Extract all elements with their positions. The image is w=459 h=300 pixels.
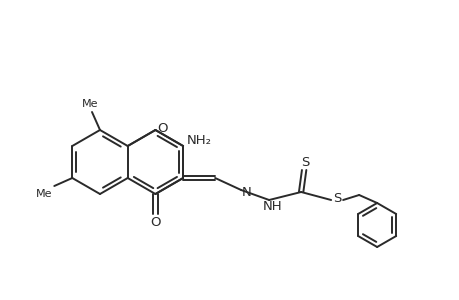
- Text: S: S: [332, 191, 341, 205]
- Text: Me: Me: [36, 189, 52, 199]
- Text: O: O: [150, 217, 160, 230]
- Text: O: O: [157, 122, 168, 134]
- Text: NH: NH: [262, 200, 281, 214]
- Text: NH₂: NH₂: [186, 134, 211, 146]
- Text: Me: Me: [82, 99, 98, 109]
- Text: N: N: [241, 185, 251, 199]
- Text: S: S: [300, 155, 308, 169]
